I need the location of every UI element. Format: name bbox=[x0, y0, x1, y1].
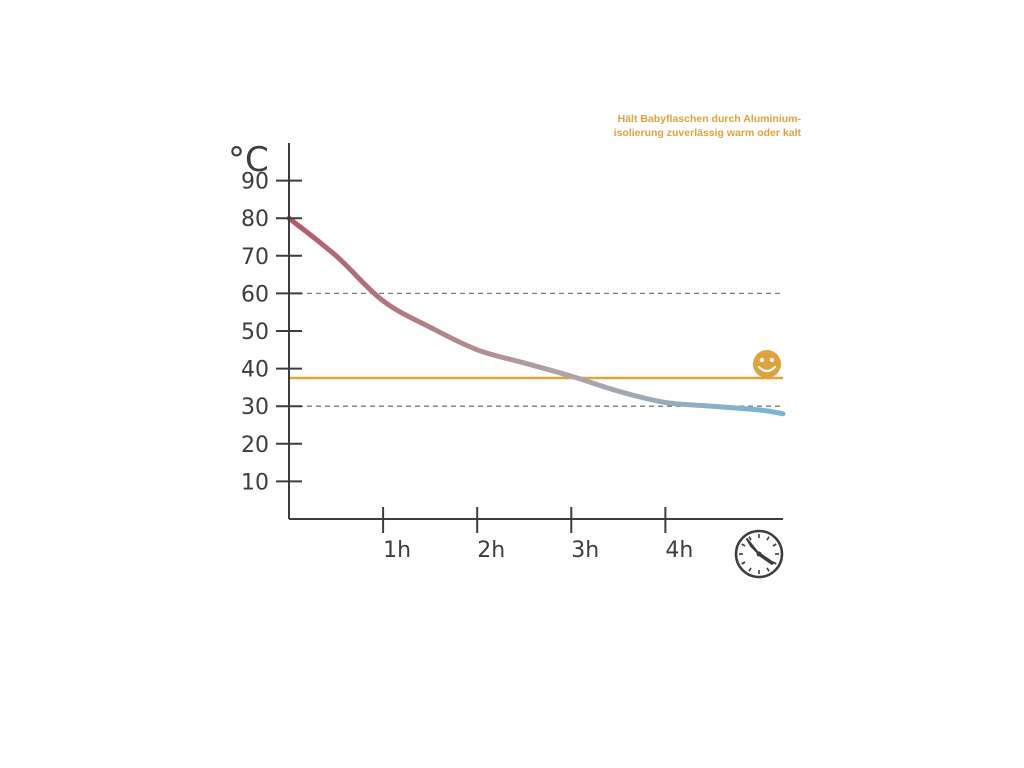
x-tick-label: 3h bbox=[571, 538, 599, 563]
annotation-line-2: isolierung zuverlässig warm oder kalt bbox=[614, 127, 802, 139]
x-tick-label: 2h bbox=[477, 538, 505, 563]
y-tick-label: 10 bbox=[241, 470, 269, 495]
x-axis-ticks: 1h 2h 3h 4h bbox=[382, 507, 693, 563]
y-tick-label: 60 bbox=[241, 282, 269, 307]
y-axis-ticks: 10 20 30 40 50 60 70 80 90 bbox=[241, 170, 302, 495]
x-tick-label: 1h bbox=[383, 538, 411, 563]
y-tick-label: 40 bbox=[241, 358, 269, 383]
clock-icon bbox=[734, 529, 784, 579]
y-tick-label: 30 bbox=[241, 395, 269, 420]
y-tick-label: 90 bbox=[241, 170, 269, 195]
y-tick-label: 70 bbox=[241, 245, 269, 270]
y-tick-label: 80 bbox=[241, 207, 269, 232]
y-tick-label: 50 bbox=[241, 320, 269, 345]
y-unit-label: °C bbox=[228, 140, 269, 180]
annotation-line-1: Hält Babyflaschen durch Aluminium- bbox=[618, 113, 802, 125]
smiley-face-icon bbox=[753, 350, 781, 378]
temperature-series-line bbox=[286, 215, 786, 417]
reference-lines bbox=[289, 292, 783, 407]
y-tick-label: 20 bbox=[241, 433, 269, 458]
x-tick-label: 4h bbox=[665, 538, 693, 563]
